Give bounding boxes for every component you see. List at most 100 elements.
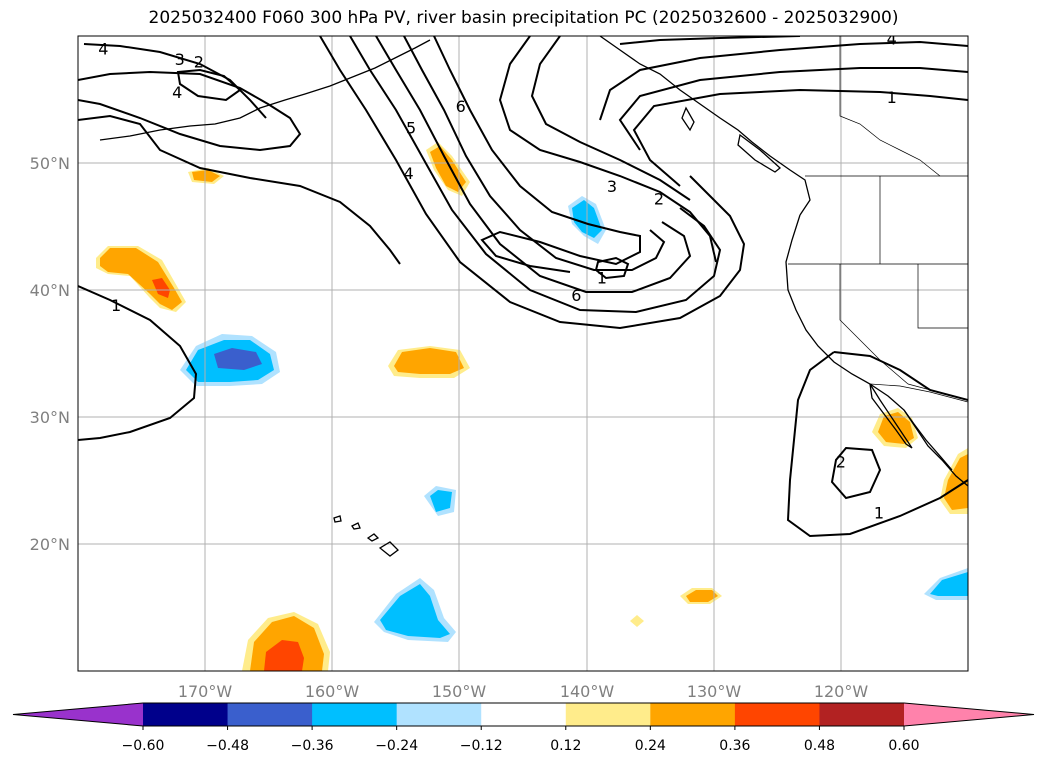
- precip-anomaly-positive: [192, 170, 220, 182]
- pv-contour-label: 1: [111, 296, 121, 315]
- pv-contour: [632, 88, 968, 187]
- colorbar-tick-label: −0.24: [375, 738, 418, 754]
- pv-contour: [498, 36, 717, 263]
- colorbar-segment: [481, 703, 567, 726]
- map-frame: [77, 35, 969, 672]
- precip-anomaly-positive: [944, 454, 968, 510]
- pv-contour: [83, 43, 267, 119]
- colorbar-tick-label: 0.60: [888, 738, 919, 754]
- colorbar: −0.60 −0.48 −0.36 −0.24 −0.12 0.12 0.24 0.36 0.4…: [12, 702, 1035, 754]
- pv-contour: [78, 70, 302, 152]
- colorbar-segment: [819, 703, 905, 726]
- colorbar-tick-label: 0.36: [719, 738, 750, 754]
- pv-contour: [786, 351, 968, 538]
- gulf-of-california-east: [903, 409, 953, 471]
- us-west-coast: [785, 214, 968, 487]
- pv-contour-label: 3: [175, 50, 185, 69]
- pv-contour-label: 6: [456, 97, 466, 116]
- colorbar-extend-high: [904, 703, 1034, 726]
- lon-label: 150°W: [432, 682, 487, 701]
- lat-label: 40°N: [30, 281, 70, 300]
- colorbar-tick-label: −0.36: [291, 738, 334, 754]
- pv-contour: [78, 114, 401, 265]
- hawaii-big-island: [378, 541, 399, 557]
- colorbar-segment: [312, 703, 398, 726]
- colorbar-tick-label: 0.12: [550, 738, 581, 754]
- precip-anomaly-positive: [630, 615, 644, 627]
- vancouver-island: [737, 133, 782, 173]
- colorbar-tick-label: −0.48: [206, 738, 249, 754]
- pv-contour-label: 4: [172, 83, 182, 102]
- hawaii-kauai: [333, 515, 342, 523]
- colorbar-tick-label: 0.48: [804, 738, 835, 754]
- precip-anomaly-positive: [878, 412, 914, 444]
- pv-contour: [830, 446, 882, 500]
- pv-contour: [375, 36, 692, 293]
- aleutian-islands: [99, 39, 431, 141]
- pv-contour: [530, 36, 691, 201]
- pv-contour: [403, 36, 666, 271]
- pv-contour-label: 1: [887, 88, 897, 107]
- colorbar-segment: [734, 703, 820, 726]
- pv-contour-label: 3: [607, 177, 617, 196]
- lon-label: 170°W: [178, 682, 233, 701]
- pv-contour-label: 4: [887, 30, 897, 49]
- pv-contour: [433, 36, 641, 273]
- haida-gwaii: [681, 106, 695, 132]
- state-borders: [788, 176, 968, 401]
- lon-label: 140°W: [560, 682, 615, 701]
- colorbar-segment: [227, 703, 313, 726]
- pv-contour-label: 2: [654, 190, 664, 209]
- pv-contour: [319, 36, 746, 330]
- pv-contour: [833, 351, 968, 401]
- pv-contour-label: 4: [404, 164, 414, 183]
- pv-contour-label: 1: [597, 268, 607, 287]
- precip-anomaly-strong-positive: [152, 278, 170, 298]
- map-title: 2025032400 F060 300 hPa PV, river basin …: [148, 8, 899, 28]
- precip-anomaly-strong-negative: [214, 348, 262, 370]
- colorbar-segment: [650, 703, 736, 726]
- pv-contour: [618, 67, 968, 151]
- precip-anomaly-positive: [686, 590, 718, 602]
- alaska-canada-border: [839, 36, 941, 177]
- precip-anomaly-negative: [380, 584, 450, 638]
- lon-tick-labels: 170°W 160°W 150°W 140°W 130°W 120°W: [178, 682, 869, 701]
- lat-label: 30°N: [30, 408, 70, 427]
- hawaii-maui: [366, 533, 380, 542]
- pv-contour-label: 2: [836, 453, 846, 472]
- colorbar-segment: [143, 703, 229, 726]
- pv-contour-label: 6: [571, 286, 581, 305]
- precip-shading: [96, 142, 968, 671]
- colorbar-segment: [565, 703, 651, 726]
- colorbar-tick-label: −0.60: [122, 738, 165, 754]
- lon-label: 130°W: [687, 682, 742, 701]
- us-mexico-border: [869, 383, 968, 403]
- coastlines: [99, 36, 968, 557]
- lon-label: 120°W: [814, 682, 869, 701]
- political-borders: [788, 36, 968, 403]
- colorbar-tick-label: −0.12: [460, 738, 503, 754]
- precip-anomaly-strong-positive: [264, 640, 304, 671]
- pv-contour-label: 1: [874, 503, 884, 522]
- lon-label: 160°W: [305, 682, 360, 701]
- lat-label: 50°N: [30, 154, 70, 173]
- pv-contours: [78, 36, 968, 538]
- baja-peninsula: [869, 383, 913, 449]
- colorbar-segment: [396, 703, 482, 726]
- precip-anomaly-positive: [394, 348, 464, 374]
- precip-anomaly-negative: [430, 490, 452, 512]
- pv-contour-label: 5: [406, 118, 416, 137]
- precip-anomaly-negative: [930, 572, 968, 596]
- bc-coast: [599, 36, 811, 216]
- pv-contour: [619, 36, 801, 45]
- pv-contour: [78, 285, 198, 441]
- lat-label: 20°N: [30, 535, 70, 554]
- hawaii-oahu: [351, 522, 361, 530]
- pv-contour-label: 2: [194, 52, 204, 71]
- pv-contour-label: 4: [98, 40, 108, 59]
- colorbar-extend-low: [13, 703, 143, 726]
- pv-contour: [176, 68, 242, 102]
- pv-contour: [349, 36, 722, 314]
